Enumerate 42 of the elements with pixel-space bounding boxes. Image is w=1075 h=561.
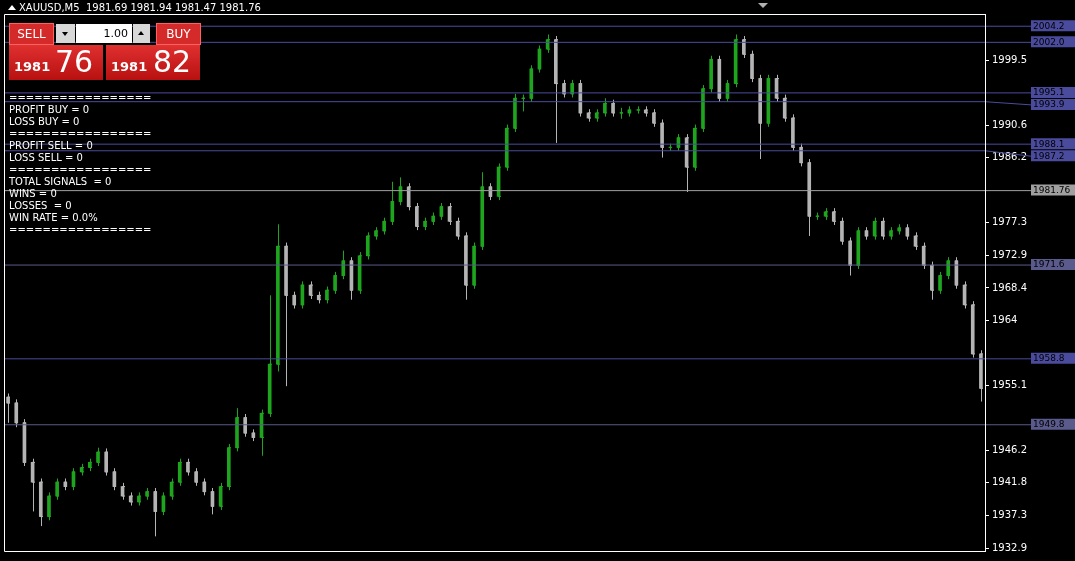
ref-line-label: 1993.9 bbox=[1033, 99, 1065, 110]
annotation: ================= bbox=[9, 224, 152, 236]
chart-title: XAUUSD,M5 1981.69 1981.94 1981.47 1981.76 bbox=[19, 2, 261, 14]
ref-line-label: 2002.0 bbox=[1033, 36, 1065, 47]
annotation: WIN RATE = 0.0% bbox=[9, 212, 98, 224]
y-tick-label: 1932.9 bbox=[992, 541, 1027, 553]
y-tick-label: 1999.5 bbox=[992, 53, 1027, 65]
annotation: LOSS BUY = 0 bbox=[9, 116, 80, 128]
annotation: 1981 bbox=[14, 59, 51, 74]
y-tick-label: 1937.3 bbox=[992, 509, 1027, 521]
y-tick-label: 1977.3 bbox=[992, 216, 1027, 228]
y-tick-label: 1964 bbox=[992, 313, 1018, 325]
annotation: WINS = 0 bbox=[9, 188, 57, 200]
ref-line-label: 1988.1 bbox=[1033, 138, 1065, 149]
ref-line-label: 1949.8 bbox=[1033, 419, 1065, 430]
annotation: 1.00 bbox=[76, 24, 132, 43]
annotation: 1981 bbox=[111, 59, 148, 74]
annotation: BUY bbox=[156, 23, 201, 45]
annotation: LOSSES = 0 bbox=[9, 200, 72, 212]
annotation: 76 bbox=[55, 44, 94, 80]
annotation: ================= bbox=[9, 128, 152, 140]
annotation: 82 bbox=[153, 44, 192, 80]
y-tick-label: 1972.9 bbox=[992, 248, 1027, 260]
annotation: TOTAL SIGNALS = 0 bbox=[9, 176, 112, 188]
annotation: LOSS SELL = 0 bbox=[9, 152, 83, 164]
y-tick-label: 1990.6 bbox=[992, 118, 1027, 130]
ref-line-label: 2004.2 bbox=[1033, 20, 1065, 31]
ref-line-label: 1981.76 bbox=[1033, 184, 1071, 195]
y-tick-label: 1946.2 bbox=[992, 444, 1027, 456]
annotation: PROFIT BUY = 0 bbox=[9, 104, 90, 116]
annotation: SELL bbox=[9, 23, 54, 45]
y-tick-label: 1941.8 bbox=[992, 476, 1027, 488]
ref-line-label: 1958.8 bbox=[1033, 353, 1065, 364]
annotation: PROFIT SELL = 0 bbox=[9, 140, 93, 152]
ref-line-label: 1995.1 bbox=[1033, 87, 1065, 98]
annotation: ================= bbox=[9, 164, 152, 176]
annotation: ================= bbox=[9, 92, 152, 104]
y-tick-label: 1968.4 bbox=[992, 281, 1027, 293]
ref-line-label: 1971.6 bbox=[1033, 259, 1065, 270]
y-tick-label: 1986.2 bbox=[992, 151, 1027, 163]
ref-line-label: 1987.2 bbox=[1033, 150, 1065, 161]
y-tick-label: 1955.1 bbox=[992, 379, 1027, 391]
